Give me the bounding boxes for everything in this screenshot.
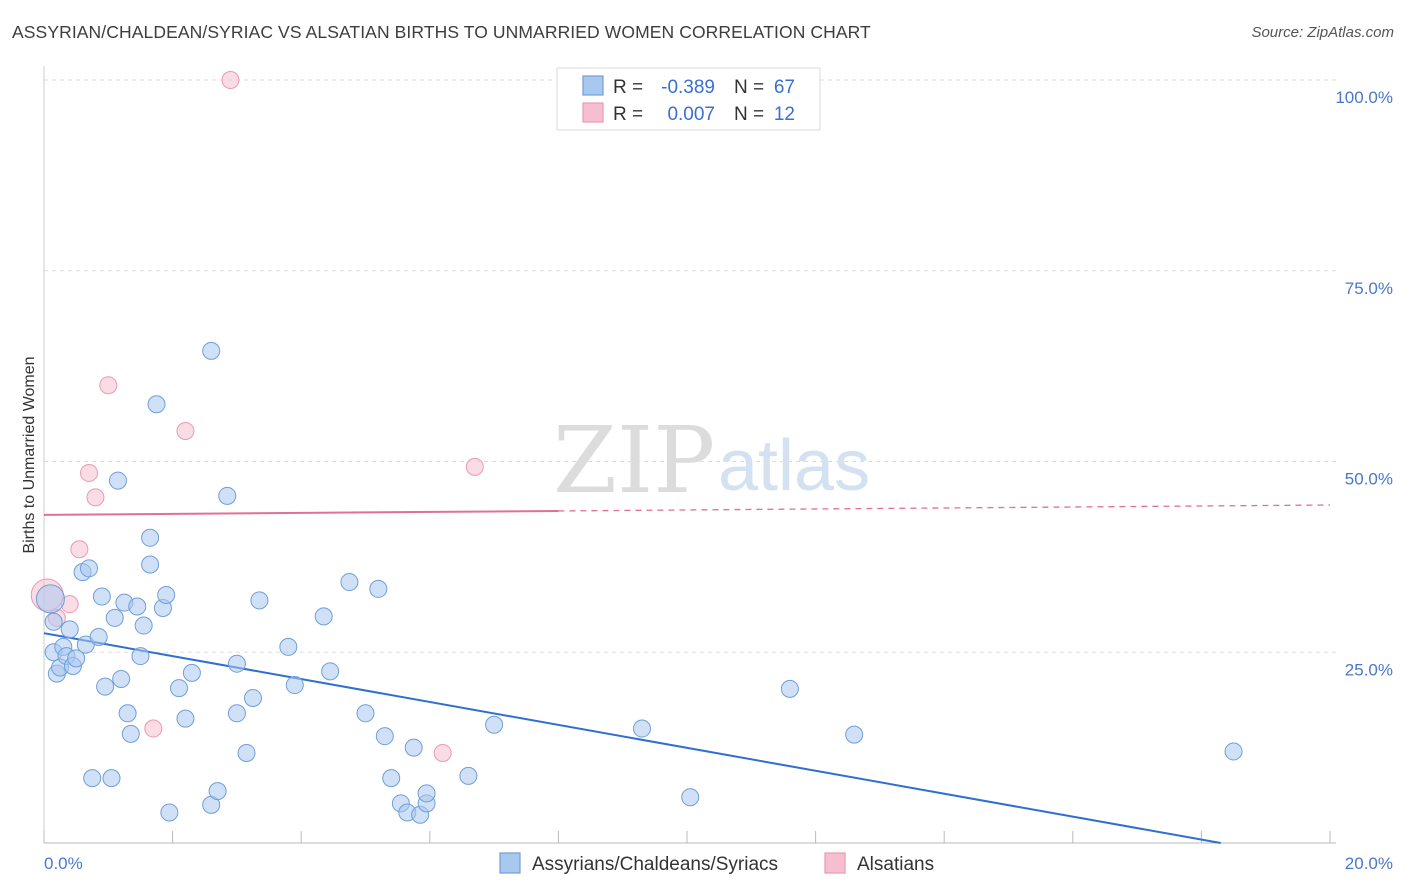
watermark-atlas: atlas <box>718 426 870 506</box>
y-tick-label-0: 25.0% <box>1345 660 1393 679</box>
trend-line-assyrians <box>44 633 1221 843</box>
point-assyrians-62 <box>633 720 650 737</box>
point-assyrians-35 <box>183 664 200 681</box>
point-assyrians-32 <box>161 804 178 821</box>
stats-pink-r-label: R = <box>613 104 643 125</box>
y-tick-label-3: 100.0% <box>1335 88 1393 107</box>
point-alsatians-8 <box>177 422 194 439</box>
point-assyrians-27 <box>142 556 159 573</box>
y-tick-label-2: 75.0% <box>1345 279 1393 298</box>
point-assyrians-48 <box>322 663 339 680</box>
trend-line-alsatians <box>44 511 558 515</box>
legend: Assyrians/Chaldeans/Syriacs Alsatians <box>500 853 934 875</box>
point-assyrians-1 <box>45 613 62 630</box>
stats-pink-r-value: 0.007 <box>667 104 715 125</box>
point-alsatians-11 <box>466 458 483 475</box>
point-assyrians-56 <box>405 739 422 756</box>
point-assyrians-26 <box>135 617 152 634</box>
point-assyrians-22 <box>119 705 136 722</box>
point-assyrians-13 <box>84 770 101 787</box>
grid <box>44 80 1336 652</box>
stats-blue-n-label: N = <box>734 77 764 98</box>
point-assyrians-45 <box>280 638 297 655</box>
point-assyrians-0 <box>36 585 64 613</box>
scatter-chart: ZIP atlas 25.0% 50.0% 75.0% 100.0% 0.0% 20.0%… <box>0 0 1406 892</box>
point-assyrians-64 <box>781 680 798 697</box>
point-assyrians-66 <box>1225 743 1242 760</box>
y-axis-title: Births to Unmarried Women <box>21 356 38 553</box>
point-assyrians-46 <box>286 677 303 694</box>
stats-pink-swatch <box>583 103 603 122</box>
x-tick-label-1: 20.0% <box>1345 854 1393 873</box>
point-assyrians-17 <box>103 770 120 787</box>
point-assyrians-16 <box>97 678 114 695</box>
point-alsatians-7 <box>145 720 162 737</box>
stats-pink-n-label: N = <box>734 104 764 125</box>
point-assyrians-25 <box>132 648 149 665</box>
point-assyrians-47 <box>315 608 332 625</box>
point-assyrians-28 <box>142 529 159 546</box>
watermark-zip: ZIP <box>553 407 715 514</box>
legend-blue-swatch <box>500 853 520 873</box>
point-assyrians-60 <box>460 767 477 784</box>
point-assyrians-14 <box>90 628 107 645</box>
point-assyrians-19 <box>109 472 126 489</box>
point-assyrians-61 <box>486 716 503 733</box>
point-assyrians-52 <box>376 728 393 745</box>
stats-blue-n-value: 67 <box>774 77 795 98</box>
point-assyrians-31 <box>158 587 175 604</box>
point-alsatians-9 <box>222 72 239 89</box>
point-assyrians-24 <box>129 598 146 615</box>
point-assyrians-43 <box>244 690 261 707</box>
point-assyrians-49 <box>341 574 358 591</box>
point-assyrians-44 <box>251 592 268 609</box>
point-assyrians-18 <box>106 609 123 626</box>
point-assyrians-51 <box>370 580 387 597</box>
watermark: ZIP atlas <box>553 407 870 514</box>
point-assyrians-40 <box>228 705 245 722</box>
y-tick-label-1: 50.0% <box>1345 470 1393 489</box>
point-assyrians-50 <box>357 705 374 722</box>
point-assyrians-34 <box>177 710 194 727</box>
point-assyrians-12 <box>81 560 98 577</box>
point-assyrians-65 <box>846 726 863 743</box>
point-assyrians-29 <box>148 396 165 413</box>
point-assyrians-59 <box>418 785 435 802</box>
point-alsatians-5 <box>87 489 104 506</box>
point-assyrians-20 <box>113 670 130 687</box>
legend-pink-swatch <box>825 853 845 873</box>
point-alsatians-6 <box>100 377 117 394</box>
stats-blue-r-value: -0.389 <box>661 77 715 98</box>
point-assyrians-53 <box>383 770 400 787</box>
point-assyrians-36 <box>203 342 220 359</box>
legend-pink-label: Alsatians <box>857 854 934 875</box>
point-assyrians-39 <box>219 487 236 504</box>
stats-blue-r-label: R = <box>613 77 643 98</box>
stats-blue-swatch <box>583 76 603 95</box>
point-alsatians-10 <box>434 744 451 761</box>
point-alsatians-4 <box>81 464 98 481</box>
point-assyrians-63 <box>682 789 699 806</box>
point-assyrians-33 <box>171 680 188 697</box>
point-alsatians-3 <box>71 541 88 558</box>
point-assyrians-41 <box>228 655 245 672</box>
stats-pink-n-value: 12 <box>774 104 795 125</box>
point-assyrians-7 <box>61 621 78 638</box>
point-assyrians-23 <box>122 725 139 742</box>
point-assyrians-42 <box>238 744 255 761</box>
stats-box: R = -0.389 N = 67 R = 0.007 N = 12 <box>557 68 820 130</box>
point-assyrians-15 <box>93 588 110 605</box>
x-tick-label-0: 0.0% <box>44 854 83 873</box>
legend-blue-label: Assyrians/Chaldeans/Syriacs <box>532 854 778 875</box>
point-assyrians-38 <box>209 783 226 800</box>
